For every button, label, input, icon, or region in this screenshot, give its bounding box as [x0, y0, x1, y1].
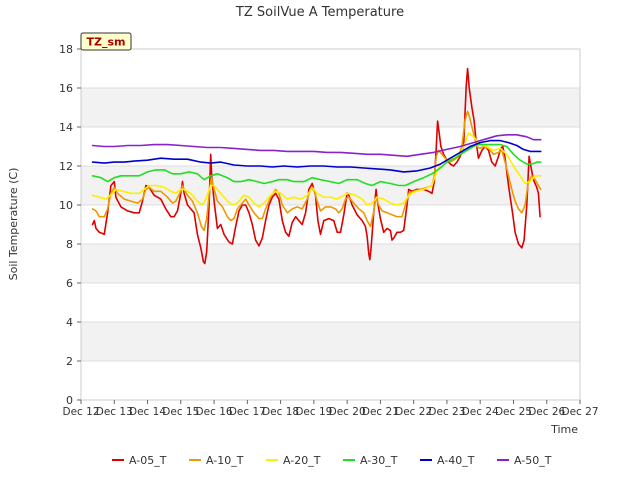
legend-label: A-40_T [437, 454, 475, 467]
x-tick-label: Dec 24 [462, 406, 499, 418]
x-tick-label: Dec 21 [362, 406, 399, 418]
legend-label: A-30_T [360, 454, 398, 467]
band-7 [81, 88, 580, 127]
y-tick-label: 18 [59, 43, 73, 56]
site-label-text: TZ_sm [87, 36, 126, 49]
y-tick-label: 14 [59, 121, 73, 134]
x-tick-label: Dec 27 [561, 406, 598, 418]
plot-frame [80, 48, 581, 401]
x-tick-label: Dec 19 [295, 406, 332, 418]
band-1 [81, 322, 580, 361]
band-5 [81, 166, 580, 205]
x-tick-label: Dec 17 [229, 406, 266, 418]
x-tick-label: Dec 12 [62, 406, 99, 418]
x-axis-label: Time [550, 423, 578, 436]
y-tick-label: 2 [66, 355, 73, 368]
x-tick-label: Dec 23 [428, 406, 465, 418]
band-2 [81, 283, 580, 322]
x-tick-label: Dec 15 [162, 406, 199, 418]
legend-label: A-20_T [283, 454, 321, 467]
x-tick-label: Dec 14 [129, 406, 166, 418]
series-line-a-20-t [91, 132, 542, 208]
legend-label: A-10_T [206, 454, 244, 467]
x-tick-label: Dec 26 [528, 406, 565, 418]
series-line-a-10-t [91, 110, 542, 232]
x-tick-label: Dec 22 [395, 406, 432, 418]
band-4 [81, 205, 580, 244]
series-lines [91, 67, 542, 265]
series-line-a-50-t [91, 134, 542, 158]
legend: A-05_T A-10_T A-20_T A-30_T A-40_T A-50_T [112, 454, 552, 467]
x-tick-label: Dec 16 [196, 406, 233, 418]
y-tick-label: 8 [66, 238, 73, 251]
band-8 [81, 49, 580, 88]
y-tick-label: 16 [59, 82, 73, 95]
y-tick-label: 6 [66, 277, 73, 290]
y-tick-label: 12 [59, 160, 73, 173]
y-tick-label: 0 [66, 394, 73, 407]
y-tick-label: 10 [59, 199, 73, 212]
legend-label: A-05_T [129, 454, 167, 467]
x-tick-label: Dec 25 [495, 406, 532, 418]
chart-title: TZ SoilVue A Temperature [235, 5, 404, 20]
site-label-box [80, 32, 132, 51]
y-axis-ticks: 0 2 4 6 8 10 12 14 16 18 [59, 43, 81, 407]
x-tick-label: Dec 13 [96, 406, 133, 418]
band-0 [81, 361, 580, 400]
y-tick-label: 4 [66, 316, 73, 329]
x-tick-label: Dec 20 [329, 406, 366, 418]
legend-label: A-50_T [514, 454, 552, 467]
band-3 [81, 244, 580, 283]
y-axis-label: Soil Temperature (C) [7, 168, 20, 281]
plot-background-bands [81, 49, 580, 400]
series-line-a-30-t [91, 143, 542, 187]
x-tick-label: Dec 18 [262, 406, 299, 418]
series-line-a-40-t [91, 139, 542, 173]
site-label-badge: TZ_sm [80, 32, 132, 51]
